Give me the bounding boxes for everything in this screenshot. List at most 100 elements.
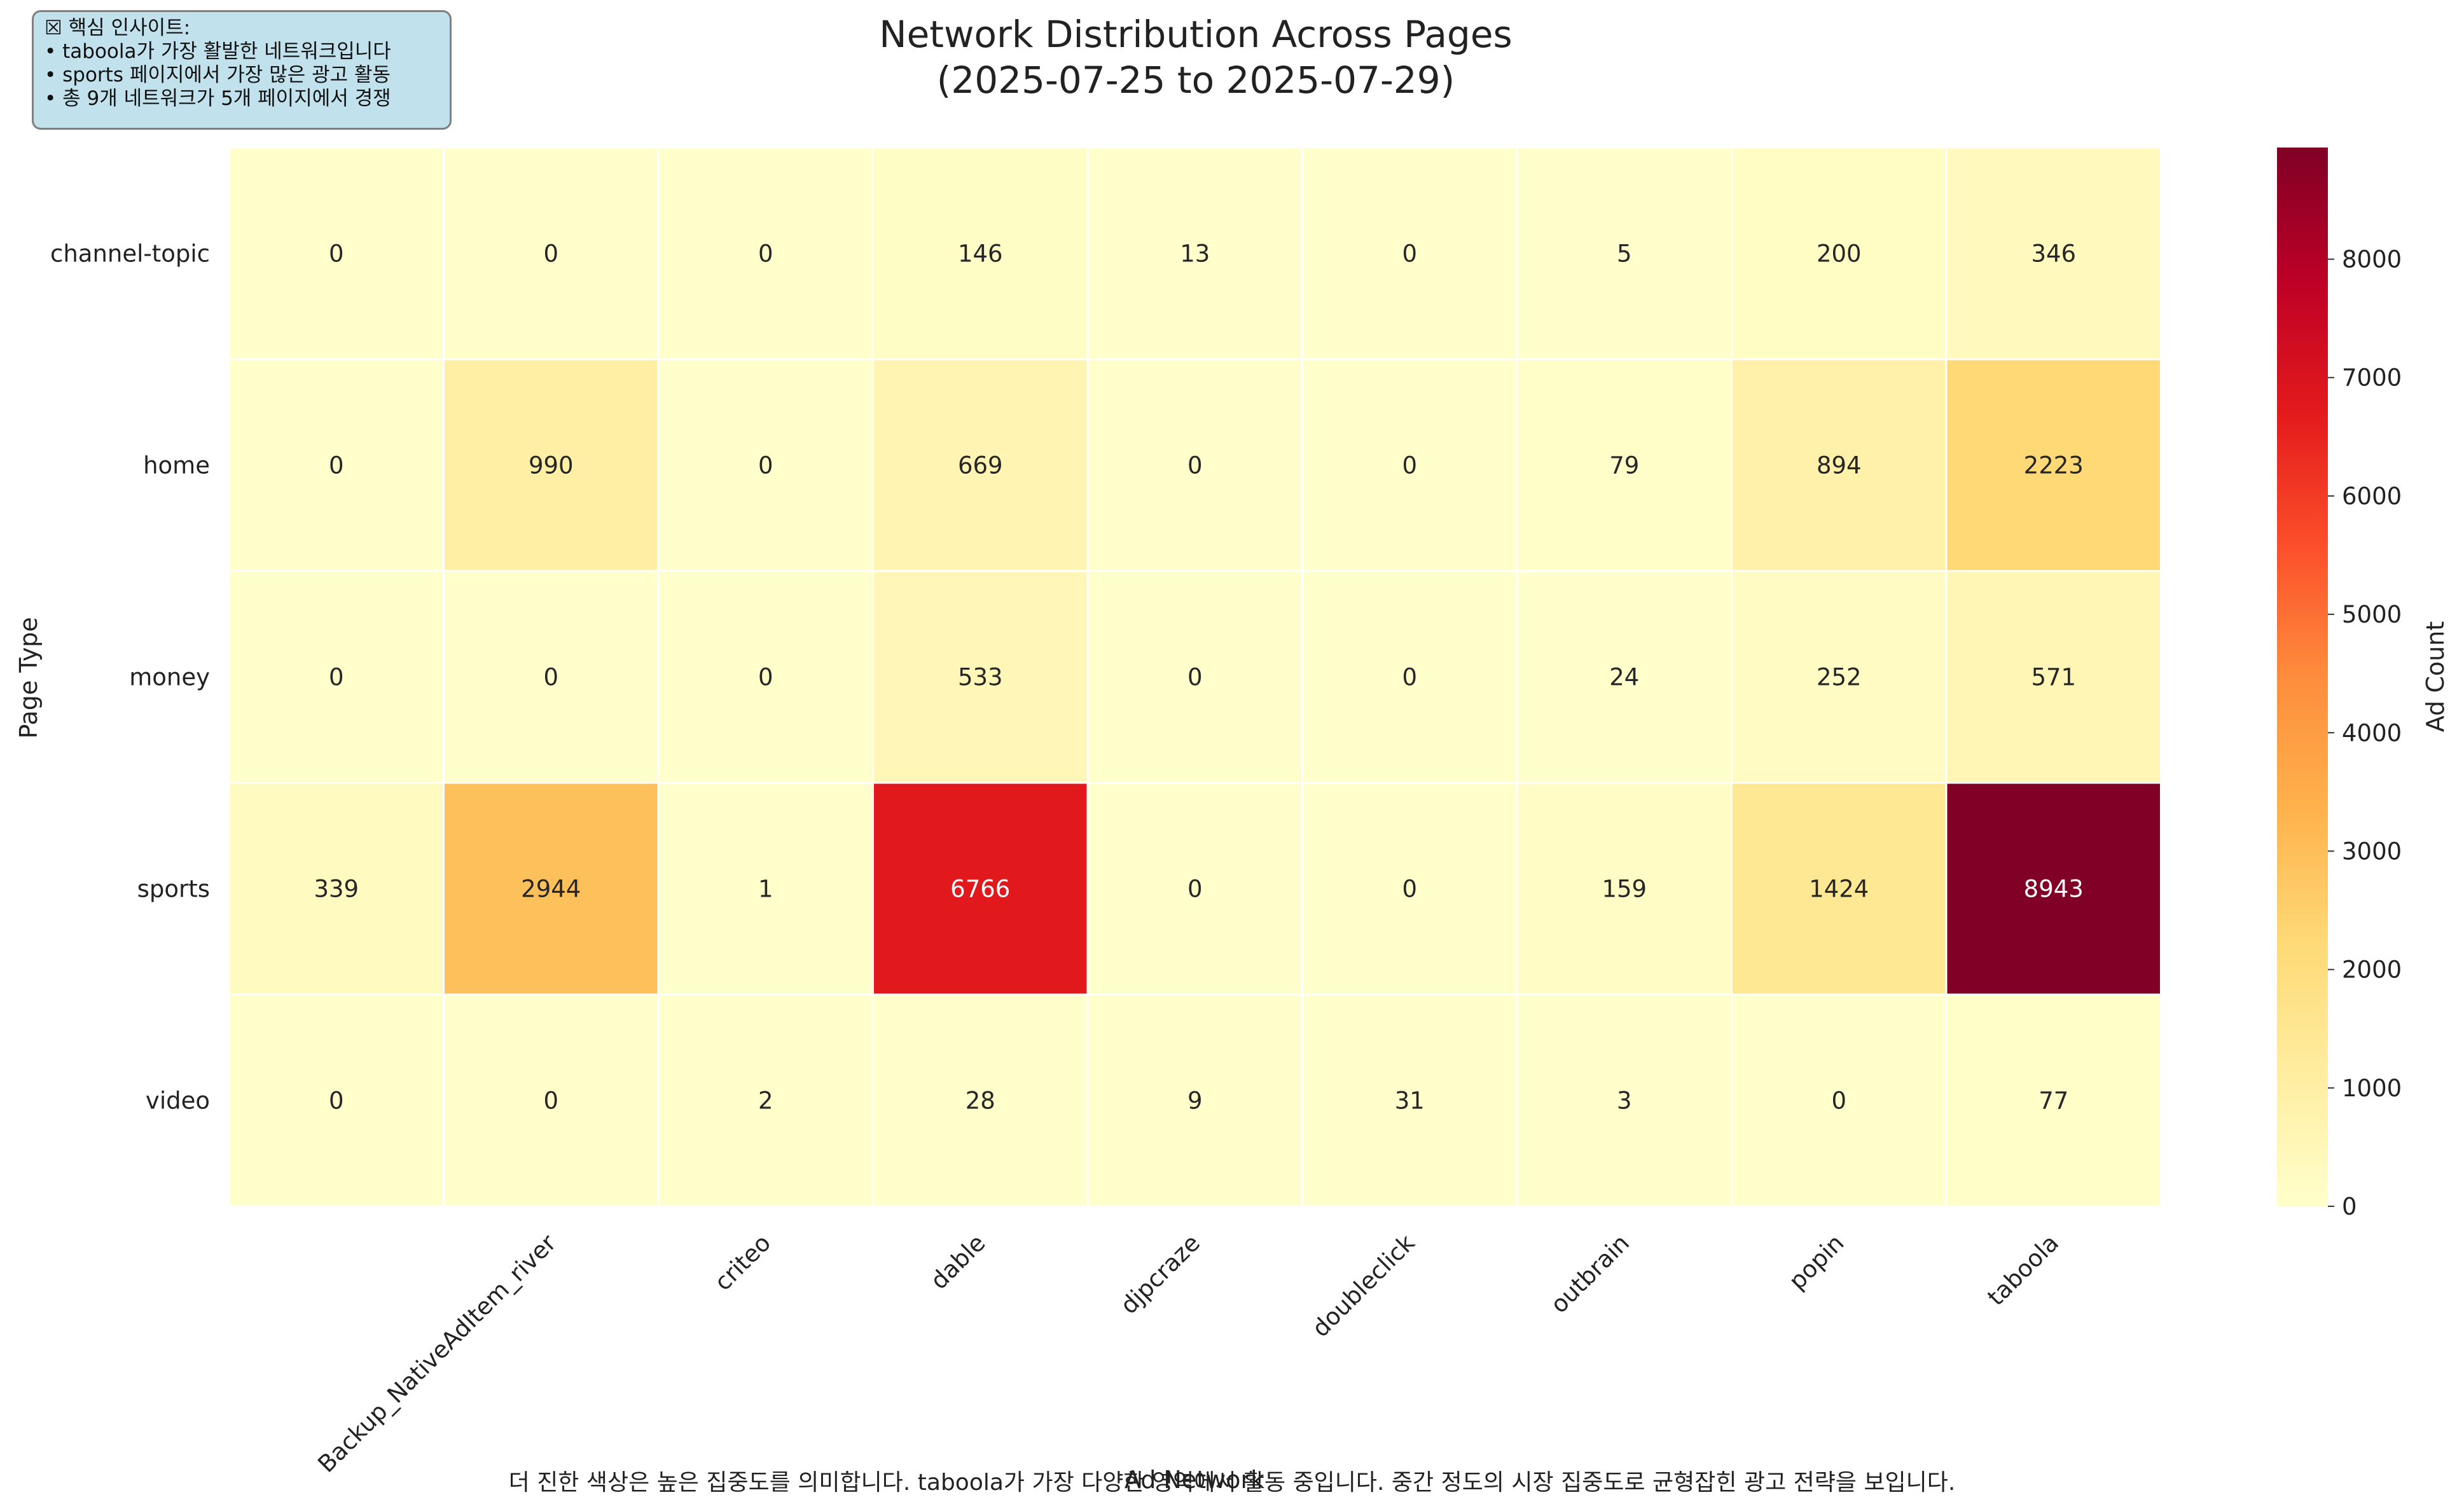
cell-value-label: 252 [1817, 664, 1862, 691]
cell-value-label: 79 [1609, 452, 1639, 479]
heatmap-cell [230, 783, 443, 994]
cell-value-label: 0 [1187, 664, 1203, 691]
insight-text: ☒ 핵심 인사이트: • taboola가 가장 활발한 네트워크입니다 • s… [45, 17, 452, 111]
heatmap-cell [1733, 995, 1946, 1206]
cell-value-label: 339 [314, 876, 359, 903]
y-axis-label: Page Type [15, 617, 43, 738]
colorbar-tick-label: 6000 [2342, 483, 2402, 510]
colorbar-tick-label: 4000 [2342, 719, 2402, 747]
chart-title-line2: (2025-07-25 to 2025-07-29) [936, 59, 1455, 102]
heatmap-cell [445, 148, 658, 359]
heatmap-cell [659, 783, 872, 994]
heatmap-cell [1518, 783, 1731, 994]
cell-value-label: 669 [958, 452, 1003, 479]
heatmap-cell [1518, 572, 1731, 782]
cell-value-label: 24 [1609, 664, 1639, 691]
x-tick-label: doubleclick [1307, 1229, 1420, 1342]
cell-value-label: 6766 [950, 876, 1010, 903]
heatmap-cell [874, 783, 1087, 994]
colorbar-tick-label: 8000 [2342, 246, 2402, 273]
cell-value-label: 0 [1187, 876, 1203, 903]
heatmap-cell [1947, 148, 2160, 359]
heatmap-cell [230, 572, 443, 782]
x-axis-label: Ad Network [1125, 1466, 1264, 1494]
cell-value-label: 0 [329, 1087, 344, 1115]
heatmap-cell [1947, 995, 2160, 1206]
heatmap-cell [1088, 572, 1301, 782]
heatmap-cell [659, 360, 872, 570]
x-tick-label: criteo [709, 1229, 776, 1296]
cell-value-label: 0 [543, 664, 558, 691]
colorbar: 0 1000 2000 3000 4000 5000 6000 7000 8000 Ad Cou… [2277, 148, 2449, 1220]
heatmap-cell [1088, 783, 1301, 994]
colorbar-ticks: 0 1000 2000 3000 4000 5000 6000 7000 8000 [2328, 246, 2402, 1220]
y-axis-ticks: channel-topic home money sports video [50, 240, 210, 1115]
heatmap-cell [230, 360, 443, 570]
heatmap-cell [1303, 148, 1516, 359]
cell-value-label: 9 [1187, 1087, 1203, 1115]
cell-value-label: 200 [1817, 240, 1862, 268]
x-tick-label: dable [925, 1229, 991, 1295]
cell-value-label: 2223 [2024, 452, 2084, 479]
heatmap-cell [1088, 148, 1301, 359]
chart-title: Network Distribution Across Pages (2025-… [636, 11, 1755, 103]
colorbar-tick-label: 1000 [2342, 1075, 2402, 1102]
x-tick-label: djpcraze [1115, 1229, 1205, 1320]
insight-bullet: • taboola가 가장 활발한 네트워크입니다 [45, 40, 391, 63]
x-tick-label: Backup_NativeAdItem_river [312, 1229, 562, 1478]
cell-value-label: 346 [2031, 240, 2076, 268]
cell-value-label: 0 [1402, 664, 1417, 691]
heatmap-cell [1303, 360, 1516, 570]
insight-title: ☒ 핵심 인사이트: [45, 17, 191, 39]
heatmap-cell [1518, 360, 1731, 570]
cell-value-label: 0 [758, 452, 773, 479]
colorbar-tick-label: 0 [2342, 1193, 2357, 1220]
cell-value-label: 13 [1180, 240, 1210, 268]
cell-value-label: 0 [329, 452, 344, 479]
y-tick-label: video [146, 1087, 210, 1115]
cell-value-label: 31 [1395, 1087, 1425, 1115]
cell-value-label: 159 [1602, 876, 1647, 903]
heatmap-cell [445, 995, 658, 1206]
y-tick-label: money [129, 664, 210, 691]
heatmap-cell [445, 783, 658, 994]
cell-value-label: 28 [966, 1087, 995, 1115]
heatmap-cell [1947, 360, 2160, 570]
heatmap-cell [230, 995, 443, 1206]
heatmap-cell [659, 572, 872, 782]
colorbar-tick-label: 5000 [2342, 601, 2402, 628]
cell-value-label: 0 [1831, 1087, 1846, 1115]
cell-value-label: 0 [1187, 452, 1203, 479]
cell-value-label: 8943 [2024, 876, 2084, 903]
heatmap-cell [230, 148, 443, 359]
heatmap-cell [445, 360, 658, 570]
cell-value-label: 0 [758, 240, 773, 268]
x-tick-label: popin [1783, 1229, 1849, 1295]
heatmap-cell [874, 360, 1087, 570]
heatmap-cell [659, 995, 872, 1206]
cell-value-label: 2944 [521, 876, 581, 903]
cell-value-label: 3 [1617, 1087, 1632, 1115]
cell-value-label: 0 [543, 240, 558, 268]
heatmap-cell [659, 148, 872, 359]
y-tick-label: sports [137, 876, 210, 903]
heatmap-cell [1518, 995, 1731, 1206]
cell-value-label: 894 [1817, 452, 1862, 479]
chart-title-line1: Network Distribution Across Pages [879, 13, 1512, 56]
heatmap-cell [1733, 572, 1946, 782]
cell-value-label: 0 [329, 240, 344, 268]
x-axis-ticks: Backup_NativeAdItem_river criteo dable djpc… [312, 1229, 2064, 1478]
cell-value-label: 0 [1402, 240, 1417, 268]
cell-value-label: 2 [758, 1087, 773, 1115]
x-tick-label: taboola [1982, 1229, 2064, 1311]
cell-value-label: 0 [1402, 452, 1417, 479]
heatmap-cell [1088, 995, 1301, 1206]
colorbar-tick-label: 2000 [2342, 956, 2402, 984]
y-tick-label: home [143, 452, 210, 479]
colorbar-gradient [2277, 148, 2328, 1206]
cell-value-label: 146 [958, 240, 1003, 268]
heatmap-cell [1733, 783, 1946, 994]
heatmap-cell [1303, 995, 1516, 1206]
